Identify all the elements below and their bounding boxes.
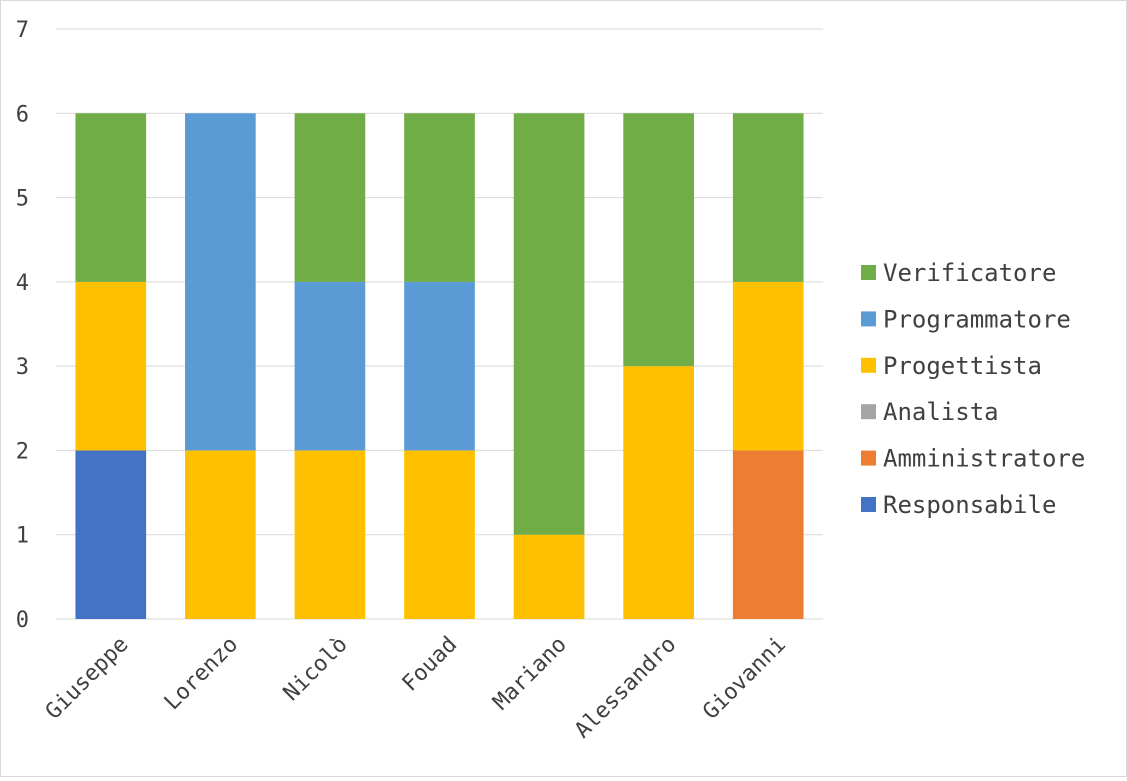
bar-mariano-verificatore [513, 113, 585, 535]
legend-item-verificatore: Verificatore [861, 259, 1056, 287]
legend: Verificatore Programmatore Progettista Anal… [861, 259, 1085, 519]
bars [75, 113, 804, 619]
legend-label: Responsabile [883, 491, 1056, 519]
bar-giovanni-amministratore [732, 450, 804, 619]
bar-nicolo-programmatore [294, 281, 366, 451]
legend-item-progettista: Progettista [861, 352, 1042, 380]
x-tick-label: Fouad [398, 632, 463, 697]
bar-giuseppe-verificatore [75, 113, 147, 282]
y-tick-label: 3 [16, 355, 29, 380]
bar-giovanni-verificatore [732, 113, 804, 282]
y-tick-label: 0 [16, 608, 29, 633]
x-tick-label: Alessandro [570, 632, 681, 743]
y-tick-label: 6 [16, 102, 29, 127]
legend-item-amministratore: Amministratore [861, 445, 1085, 473]
x-tick-label: Giuseppe [41, 632, 134, 725]
bar-giovanni-progettista [732, 281, 804, 451]
legend-swatch [861, 357, 876, 373]
legend-swatch [861, 450, 876, 466]
legend-label: Progettista [883, 352, 1042, 380]
bar-mariano-progettista [513, 534, 585, 619]
bar-nicolo-progettista [294, 450, 366, 619]
bar-fouad-verificatore [404, 113, 475, 282]
y-tick-label: 1 [16, 524, 29, 549]
x-tick-label: Mariano [489, 632, 572, 715]
bar-giuseppe-progettista [75, 281, 147, 451]
legend-item-responsabile: Responsabile [861, 491, 1056, 519]
y-tick-label: 7 [16, 18, 29, 43]
bar-fouad-programmatore [404, 281, 475, 451]
legend-label: Verificatore [883, 259, 1056, 287]
legend-label: Analista [883, 398, 999, 426]
y-tick-label: 2 [16, 439, 29, 464]
legend-item-programmatore: Programmatore [861, 305, 1071, 333]
legend-item-analista: Analista [861, 398, 999, 426]
y-tick-label: 4 [16, 271, 29, 296]
y-tick-label: 5 [16, 187, 29, 212]
legend-swatch [861, 497, 876, 512]
legend-label: Programmatore [883, 305, 1071, 333]
bar-fouad-progettista [404, 450, 475, 619]
legend-swatch [861, 311, 876, 327]
bar-nicolo-verificatore [294, 113, 366, 282]
bar-alessandro-verificatore [623, 113, 694, 367]
y-axis-ticks: 0 1 2 3 4 5 6 7 [16, 18, 29, 633]
x-tick-label: Nicolò [279, 632, 353, 706]
x-tick-label: Giovanni [698, 632, 791, 725]
bar-lorenzo-programmatore [185, 113, 256, 451]
bar-lorenzo-progettista [185, 450, 256, 619]
bar-giuseppe-responsabile [75, 450, 147, 619]
legend-swatch [861, 265, 876, 280]
x-axis-ticks: Giuseppe Lorenzo Nicolò Fouad MarianoAlessan… [41, 632, 791, 743]
legend-swatch [861, 404, 876, 420]
bar-alessandro-progettista [623, 366, 694, 619]
legend-label: Amministratore [883, 445, 1085, 473]
x-tick-label: Lorenzo [160, 632, 243, 715]
